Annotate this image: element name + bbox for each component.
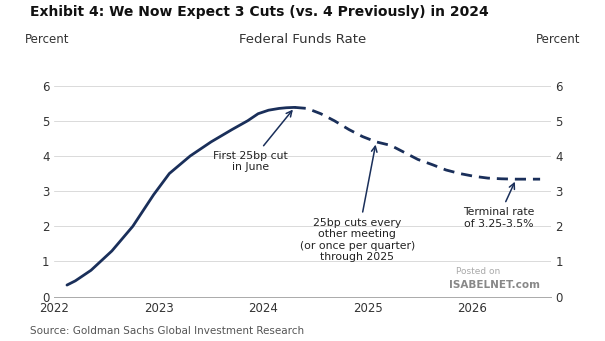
Text: Exhibit 4: We Now Expect 3 Cuts (vs. 4 Previously) in 2024: Exhibit 4: We Now Expect 3 Cuts (vs. 4 P… xyxy=(30,5,489,19)
Text: Terminal rate
of 3.25-3.5%: Terminal rate of 3.25-3.5% xyxy=(463,183,534,228)
Text: ISABELNET.com: ISABELNET.com xyxy=(449,280,540,290)
Text: 25bp cuts every
other meeting
(or once per quarter)
through 2025: 25bp cuts every other meeting (or once p… xyxy=(299,146,415,262)
Text: Source: Goldman Sachs Global Investment Research: Source: Goldman Sachs Global Investment … xyxy=(30,326,304,336)
Text: First 25bp cut
in June: First 25bp cut in June xyxy=(214,111,292,172)
Text: Percent: Percent xyxy=(25,33,69,46)
Text: Posted on: Posted on xyxy=(456,267,500,276)
Text: Percent: Percent xyxy=(536,33,580,46)
Text: Federal Funds Rate: Federal Funds Rate xyxy=(239,33,366,46)
